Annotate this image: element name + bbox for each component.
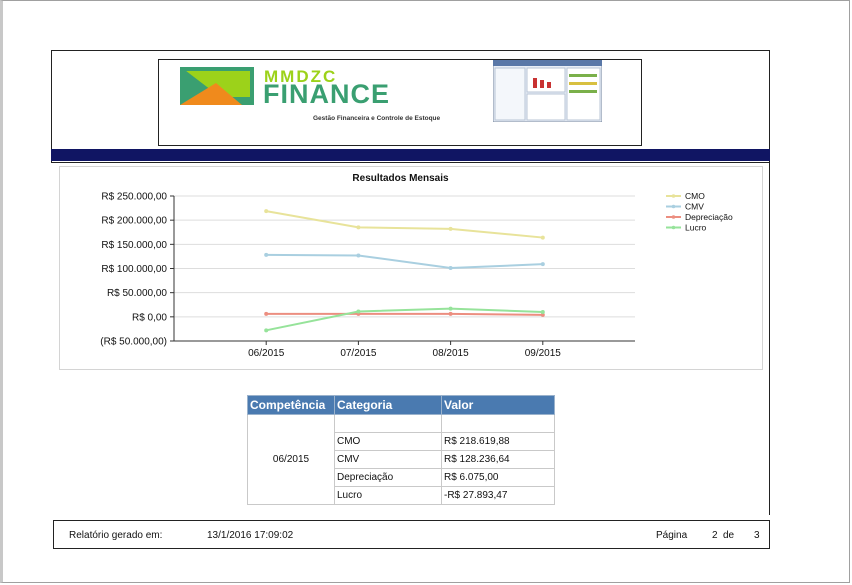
data-point: [448, 226, 453, 231]
x-tick-label: 06/2015: [248, 348, 285, 359]
brand-main-text: FINANCE: [263, 79, 390, 109]
y-tick-label: R$ 0,00: [132, 312, 167, 323]
finance-logo-icon: [180, 67, 254, 105]
legend-marker: [671, 215, 676, 219]
results-line-chart: Resultados Mensais R$ 250.000,00 R$ 200.00…: [100, 173, 733, 359]
generated-label: Relatório gerado em:: [69, 530, 163, 541]
x-tick-label: 09/2015: [525, 348, 562, 359]
header-competencia: Competência: [247, 395, 335, 415]
x-tick-label: 08/2015: [433, 348, 470, 359]
page-total: 3: [754, 530, 760, 541]
data-point: [448, 306, 453, 311]
categoria-cell: CMV: [334, 450, 442, 469]
x-tick-label: 07/2015: [340, 348, 377, 359]
valor-cell: R$ 128.236,64: [441, 450, 555, 469]
data-point: [356, 225, 361, 230]
data-point: [264, 328, 269, 333]
y-tick-label: R$ 100.000,00: [101, 264, 167, 275]
legend-label: CMV: [685, 202, 704, 212]
legend-label: Depreciação: [685, 212, 733, 222]
valor-cell: -R$ 27.893,47: [441, 486, 555, 505]
valor-cell: R$ 6.075,00: [441, 468, 555, 487]
y-tick-label: (R$ 50.000,00): [100, 337, 167, 348]
brand-tagline: Gestão Financeira e Controle de Estoque: [313, 115, 441, 122]
y-tick-label: R$ 250.000,00: [101, 192, 167, 203]
results-table: Competência Categoria Valor 06/2015 CMO …: [247, 395, 555, 505]
categoria-cell: Depreciação: [334, 468, 442, 487]
table-header-row: Competência Categoria Valor: [247, 395, 555, 415]
y-tick-label: R$ 150.000,00: [101, 240, 167, 251]
series-line: [266, 307, 543, 332]
series-line: [266, 210, 543, 239]
generated-timestamp: 13/1/2016 17:09:02: [207, 530, 294, 541]
header-divider: [51, 162, 770, 163]
series-line: [266, 253, 543, 270]
y-tick-label: R$ 200.000,00: [101, 216, 167, 227]
legend-marker: [671, 204, 676, 209]
data-point: [356, 309, 361, 314]
table-cell: [334, 414, 442, 433]
table-row: 06/2015: [247, 414, 555, 505]
table-row: Lucro -R$ 27.893,47: [248, 486, 555, 505]
valor-cell: R$ 218.619,88: [441, 432, 555, 451]
categoria-cell: Lucro: [334, 486, 442, 505]
page-edge: [769, 50, 770, 515]
categoria-cell: CMO: [334, 432, 442, 451]
data-point: [540, 262, 545, 267]
data-point: [540, 235, 545, 240]
data-point: [540, 312, 545, 317]
data-point: [264, 252, 269, 257]
table-row: Depreciação R$ 6.075,00: [248, 468, 555, 487]
data-point: [540, 310, 545, 314]
table-cell: [441, 414, 555, 433]
app-thumbnail-image: [493, 60, 602, 122]
legend-label: CMO: [685, 191, 705, 201]
y-tick-label: R$ 50.000,00: [107, 288, 167, 299]
page-label: Página: [656, 530, 688, 541]
page-current: 2: [712, 530, 718, 541]
data-point: [356, 253, 361, 258]
data-point: [448, 311, 453, 316]
chart-panel: [59, 166, 763, 370]
legend-marker: [671, 225, 676, 230]
competencia-cell: 06/2015: [247, 414, 335, 505]
header-band: [51, 149, 770, 161]
data-point: [264, 311, 269, 316]
legend-marker: [671, 194, 676, 198]
header-valor: Valor: [441, 395, 555, 415]
legend-label: Lucro: [685, 223, 707, 233]
chart-title: Resultados Mensais: [352, 173, 449, 184]
series-line: [266, 312, 543, 316]
data-point: [448, 266, 453, 271]
report-footer: Relatório gerado em: 13/1/2016 17:09:02 …: [53, 520, 770, 549]
header-categoria: Categoria: [334, 395, 442, 415]
data-point: [264, 209, 269, 214]
brand-top-text: MMDZC: [264, 67, 338, 86]
page-of-label: de: [723, 530, 735, 541]
